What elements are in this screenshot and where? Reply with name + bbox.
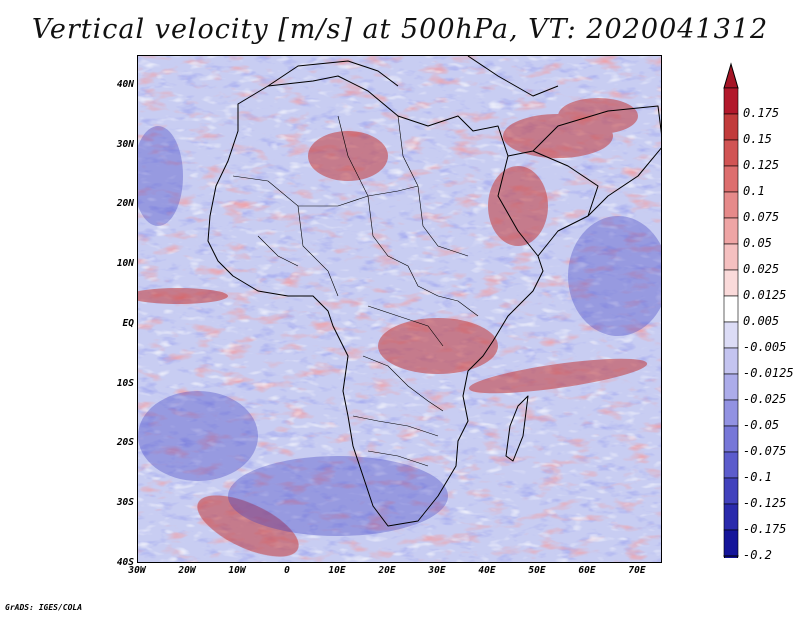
lat-tick-label: 20N bbox=[116, 198, 134, 210]
grads-credit: GrADS: IGES/COLA bbox=[5, 603, 83, 612]
lon-tick-label: 70E bbox=[628, 565, 646, 576]
lat-tick-label: 30N bbox=[116, 138, 134, 150]
colorbar-segment bbox=[723, 217, 739, 245]
lon-tick-label: 60E bbox=[578, 565, 596, 576]
colorbar-segment bbox=[723, 399, 739, 427]
colorbar-tick-label: 0.125 bbox=[743, 158, 780, 172]
coastlines bbox=[207, 56, 661, 527]
colorbar-tick-label: 0.025 bbox=[743, 262, 780, 276]
colorbar-tick-label: -0.025 bbox=[743, 392, 787, 406]
colorbar-segment bbox=[723, 243, 739, 271]
lon-tick-label: 50E bbox=[528, 565, 546, 576]
colorbar-segment bbox=[723, 373, 739, 401]
colorbar-segment bbox=[723, 191, 739, 219]
colorbar-tick-label: -0.05 bbox=[743, 418, 780, 432]
colorbar-tick-label: -0.075 bbox=[743, 444, 787, 458]
colorbar-segment bbox=[723, 451, 739, 479]
colorbar-tick-label: 0.075 bbox=[743, 210, 780, 224]
lat-tick-label: 40N bbox=[116, 78, 134, 90]
country-borders bbox=[232, 115, 479, 467]
colorbar-tick-label: 0.005 bbox=[743, 314, 780, 328]
lon-tick-label: 20E bbox=[378, 565, 396, 576]
colorbar-tick-label: -0.2 bbox=[743, 548, 772, 562]
colorbar-tick-label: 0.175 bbox=[743, 106, 780, 120]
lon-tick-label: 30W bbox=[128, 565, 146, 576]
lon-tick-label: 40E bbox=[478, 565, 496, 576]
lon-tick-label: 0 bbox=[284, 565, 290, 576]
colorbar-top-arrow bbox=[723, 62, 739, 89]
lat-tick-label: 10N bbox=[116, 258, 134, 270]
colorbar-segment bbox=[723, 165, 739, 193]
colorbar-segment bbox=[723, 529, 739, 557]
colorbar-tick-label: 0.1 bbox=[743, 184, 765, 198]
colorbar-segment bbox=[723, 503, 739, 531]
lat-tick-label: 40S bbox=[116, 557, 134, 568]
map-panel[interactable] bbox=[137, 55, 662, 563]
colorbar-tick-label: 0.05 bbox=[743, 236, 772, 250]
colorbar-segment bbox=[723, 425, 739, 453]
lon-tick-label: 30E bbox=[428, 565, 446, 576]
colorbar-segment bbox=[723, 269, 739, 297]
colorbar-segment bbox=[723, 295, 739, 323]
lat-tick-label: 30S bbox=[116, 497, 134, 509]
colorbar bbox=[723, 62, 739, 558]
descent-bands bbox=[138, 126, 661, 536]
map-title: Vertical velocity [m/s] at 500hPa, VT: 2… bbox=[31, 14, 769, 45]
lat-tick-label: 20S bbox=[116, 437, 134, 449]
lat-tick-label: EQ bbox=[122, 317, 134, 329]
colorbar-tick-label: -0.1 bbox=[743, 470, 772, 484]
colorbar-segment bbox=[723, 113, 739, 141]
colorbar-tick-label: 0.0125 bbox=[743, 288, 787, 302]
ascent-bands bbox=[138, 98, 648, 557]
colorbar-tick-label: -0.175 bbox=[743, 522, 787, 536]
lon-tick-label: 10W bbox=[228, 565, 246, 576]
colorbar-segment bbox=[723, 347, 739, 375]
colorbar-bottom-arrow bbox=[723, 555, 739, 558]
colorbar-tick-label: 0.15 bbox=[743, 132, 772, 146]
colorbar-tick-label: -0.0125 bbox=[743, 366, 794, 380]
vertical-velocity-map[interactable] bbox=[138, 56, 662, 563]
colorbar-tick-label: -0.125 bbox=[743, 496, 787, 510]
lon-tick-label: 10E bbox=[328, 565, 346, 576]
colorbar-segment bbox=[723, 321, 739, 349]
colorbar-segment bbox=[723, 87, 739, 115]
colorbar-tick-label: -0.005 bbox=[743, 340, 787, 354]
colorbar-segment bbox=[723, 139, 739, 167]
lat-tick-label: 10S bbox=[116, 377, 134, 389]
lon-tick-label: 20W bbox=[178, 565, 196, 576]
colorbar-segment bbox=[723, 477, 739, 505]
